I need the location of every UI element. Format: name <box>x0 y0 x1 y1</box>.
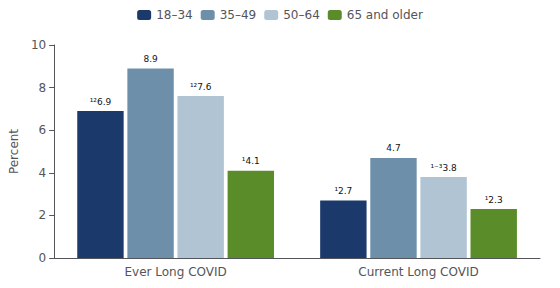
svg-text:0: 0 <box>39 251 47 265</box>
svg-text:10: 10 <box>31 38 46 52</box>
svg-text:¹4.1: ¹4.1 <box>242 156 260 166</box>
svg-text:¹⁻³3.8: ¹⁻³3.8 <box>430 163 457 173</box>
svg-text:35–49: 35–49 <box>220 8 257 22</box>
svg-text:50–64: 50–64 <box>283 8 320 22</box>
svg-text:4: 4 <box>39 166 47 180</box>
svg-text:2: 2 <box>39 208 47 222</box>
svg-text:¹²7.6: ¹²7.6 <box>190 82 212 92</box>
svg-text:Ever Long COVID: Ever Long COVID <box>124 265 226 279</box>
svg-text:65 and older: 65 and older <box>347 8 423 22</box>
svg-text:6: 6 <box>39 123 47 137</box>
svg-text:4.7: 4.7 <box>386 143 400 153</box>
svg-text:8: 8 <box>39 81 47 95</box>
svg-text:¹²6.9: ¹²6.9 <box>90 97 112 107</box>
svg-text:8.9: 8.9 <box>143 54 158 64</box>
svg-text:Current Long COVID: Current Long COVID <box>358 265 478 279</box>
svg-text:18–34: 18–34 <box>156 8 193 22</box>
svg-text:¹2.7: ¹2.7 <box>334 186 352 196</box>
svg-text:¹2.3: ¹2.3 <box>485 195 503 205</box>
svg-text:Percent: Percent <box>7 129 21 174</box>
